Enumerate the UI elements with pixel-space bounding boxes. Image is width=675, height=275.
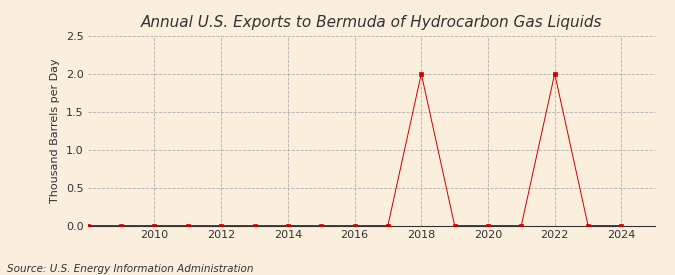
Text: Source: U.S. Energy Information Administration: Source: U.S. Energy Information Administ…: [7, 264, 253, 274]
Title: Annual U.S. Exports to Bermuda of Hydrocarbon Gas Liquids: Annual U.S. Exports to Bermuda of Hydroc…: [140, 15, 602, 31]
Y-axis label: Thousand Barrels per Day: Thousand Barrels per Day: [50, 58, 60, 203]
